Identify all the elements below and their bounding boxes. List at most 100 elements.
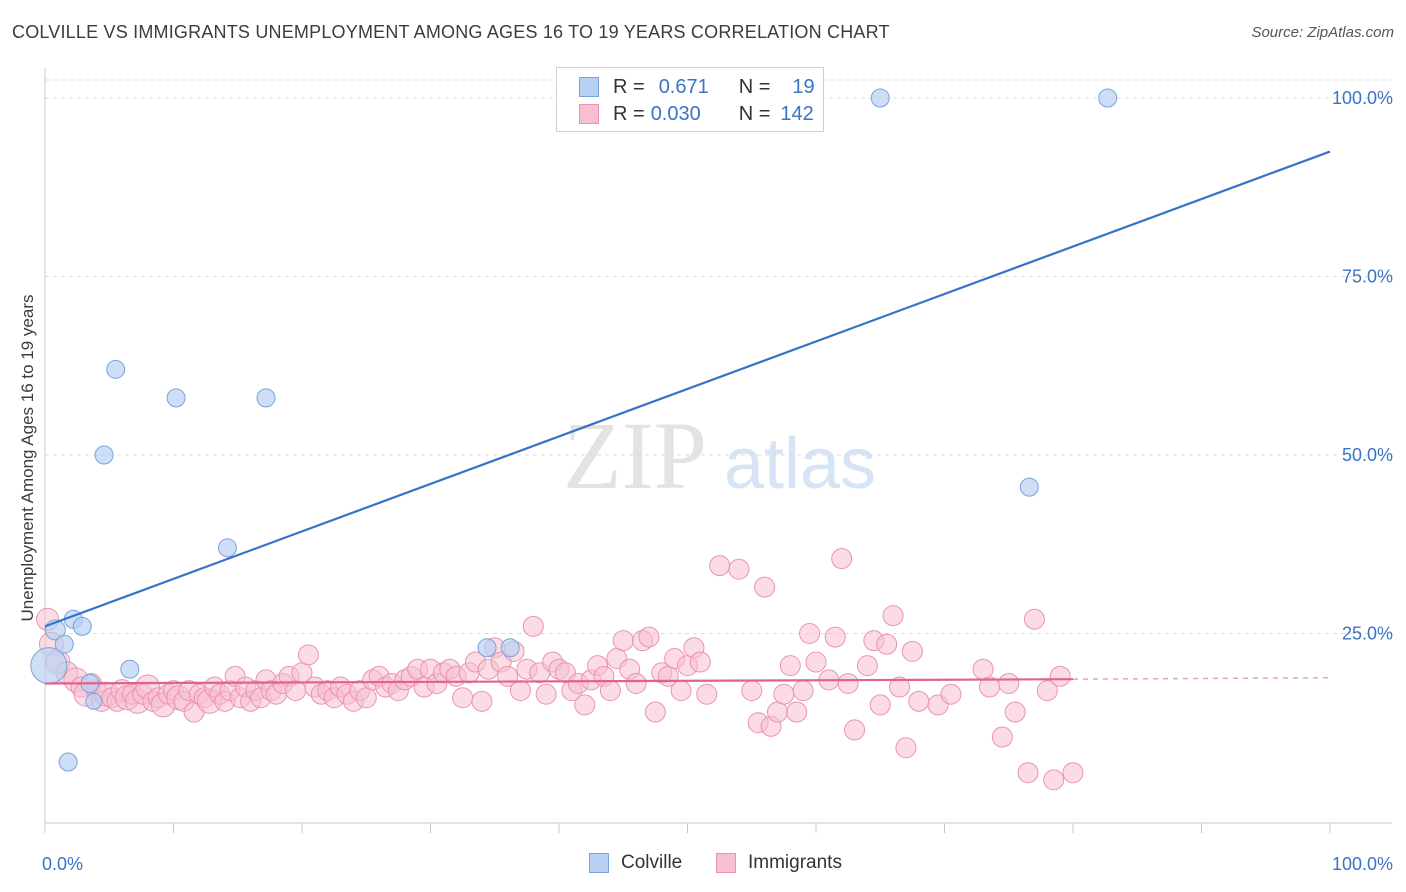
colville-point (256, 388, 276, 408)
colville-point (500, 638, 520, 658)
immigrants-r-label: R = (613, 102, 645, 125)
immigrants-point (889, 676, 911, 698)
immigrants-point (574, 694, 596, 716)
legend-row-colville: R = 0.671 N = 19 (579, 74, 815, 100)
colville-point (1098, 88, 1118, 108)
colville-legend-swatch (589, 853, 609, 873)
legend-row-immigrants: R = 0.030 N = 142 (579, 101, 814, 127)
immigrants-point (297, 644, 319, 666)
immigrants-point (1023, 608, 1045, 630)
immigrants-point (831, 548, 853, 570)
immigrants-point (741, 680, 763, 702)
immigrants-point (766, 701, 788, 723)
colville-r-value: 0.671 (658, 75, 709, 98)
y-tick-label: 50.0% (1342, 445, 1393, 465)
immigrants-point (895, 737, 917, 759)
watermark-atlas: atlas (724, 424, 876, 504)
immigrants-point (1043, 769, 1065, 791)
legend-immigrants[interactable]: Immigrants (716, 852, 842, 874)
immigrants-point (882, 605, 904, 627)
immigrants-swatch (579, 104, 599, 124)
immigrants-trend-extension (1072, 677, 1331, 680)
tick-labels: 25.0% 50.0% 75.0% 100.0% 0.0% 100.0% (42, 88, 1393, 874)
colville-n-value: 19 (792, 75, 815, 98)
immigrants-point (856, 655, 878, 677)
colville-point (54, 634, 74, 654)
immigrants-point (991, 726, 1013, 748)
immigrants-point (599, 680, 621, 702)
colville-point (85, 692, 103, 710)
immigrants-point (940, 683, 962, 705)
immigrants-r-value: 0.030 (650, 102, 701, 125)
immigrants-trend-line (44, 678, 1074, 685)
immigrants-point (355, 687, 377, 709)
colville-point (72, 616, 92, 636)
immigrants-point (972, 658, 994, 680)
series-legend: Colville Immigrants (0, 852, 1406, 878)
colville-point (477, 638, 497, 658)
colville-legend-label: Colville (621, 852, 683, 873)
immigrants-point (1017, 762, 1039, 784)
watermark: ZIP atlas (563, 402, 876, 509)
colville-point (1019, 477, 1039, 497)
axes (44, 68, 1392, 833)
colville-point (94, 445, 114, 465)
colville-swatch (579, 77, 599, 97)
immigrants-point (908, 690, 930, 712)
immigrants-point (1062, 762, 1084, 784)
immigrants-point (670, 680, 692, 702)
immigrants-point (509, 680, 531, 702)
immigrants-point (709, 555, 731, 577)
colville-point (120, 659, 140, 679)
trend-lines (44, 150, 1331, 685)
immigrants-legend-swatch (716, 853, 736, 873)
gridlines (45, 79, 1392, 634)
colville-r-label: R = (613, 75, 645, 98)
immigrants-point (696, 683, 718, 705)
immigrants-point (535, 683, 557, 705)
x-tick-label: 0.0% (42, 854, 83, 874)
immigrants-point (644, 701, 666, 723)
immigrants-point (1036, 680, 1058, 702)
immigrants-point (773, 683, 795, 705)
immigrants-n-label: N = (738, 102, 771, 125)
immigrants-point (799, 623, 821, 644)
legend-colville[interactable]: Colville (589, 852, 682, 874)
immigrants-point (638, 626, 660, 648)
immigrants-point (1049, 665, 1071, 687)
immigrants-point (522, 615, 544, 637)
immigrants-legend-label: Immigrants (748, 852, 842, 873)
immigrants-point (452, 687, 474, 709)
stats-legend: R = 0.671 N = 19 R = 0.030 N = 142 (556, 67, 824, 132)
immigrants-point (805, 651, 827, 673)
colville-point (870, 88, 890, 108)
immigrants-point (901, 640, 923, 662)
immigrants-point (779, 655, 801, 677)
immigrants-points (36, 548, 1084, 791)
immigrants-point (786, 701, 808, 723)
colville-n-label: N = (738, 75, 771, 98)
immigrants-point (998, 672, 1020, 694)
immigrants-point (689, 651, 711, 673)
immigrants-point (824, 626, 846, 648)
y-tick-label: 75.0% (1342, 267, 1393, 287)
immigrants-point (876, 633, 898, 655)
colville-point (217, 538, 237, 558)
colville-point (166, 388, 186, 408)
colville-trend-line (44, 150, 1331, 628)
chart-title: COLVILLE VS IMMIGRANTS UNEMPLOYMENT AMON… (12, 22, 890, 42)
y-tick-label: 25.0% (1342, 624, 1393, 644)
immigrants-point (837, 672, 859, 694)
watermark-zip: ZIP (563, 402, 707, 509)
source-label: Source: ZipAtlas.com (1251, 24, 1394, 41)
immigrants-point (754, 576, 776, 598)
immigrants-point (625, 672, 647, 694)
x-tick-label: 100.0% (1332, 854, 1393, 874)
immigrants-point (792, 680, 814, 702)
immigrants-point (728, 558, 750, 580)
immigrants-point (471, 690, 493, 712)
colville-point (106, 359, 126, 379)
colville-points (30, 88, 1118, 772)
immigrants-point (1004, 701, 1026, 723)
